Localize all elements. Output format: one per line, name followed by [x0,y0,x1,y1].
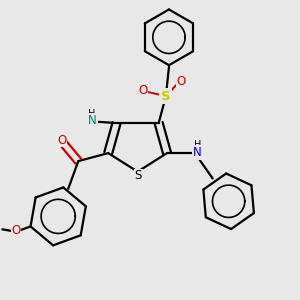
Text: H: H [194,140,202,150]
Text: O: O [11,224,21,237]
Text: O: O [177,75,186,88]
Text: O: O [57,134,66,147]
Text: N: N [193,146,201,159]
Text: N: N [88,114,97,127]
Text: H: H [88,109,95,119]
Text: S: S [161,90,171,103]
Text: O: O [139,84,148,98]
Text: S: S [134,169,142,182]
